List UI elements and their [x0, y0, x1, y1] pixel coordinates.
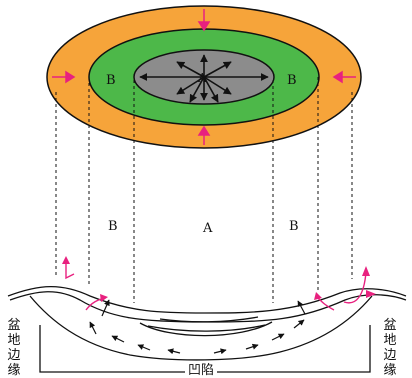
- depression-label: 凹陷: [185, 364, 218, 378]
- surface-arrowheads: [62, 256, 376, 302]
- ring-label-right: B: [287, 73, 297, 88]
- flow-arrows: [89, 299, 306, 355]
- ring-label-left: B: [106, 73, 116, 88]
- column-label-middle: A: [202, 221, 213, 236]
- radiating-arrows: [139, 54, 269, 103]
- column-label-left: B: [108, 219, 118, 234]
- inward-arrows: [52, 9, 356, 145]
- right-edge-label: 盆地边缘: [383, 318, 397, 378]
- left-edge-label: 盆地边缘: [7, 318, 21, 378]
- cross-section: [7, 285, 407, 361]
- center-label: A: [197, 71, 207, 85]
- surface-arrows: [65, 258, 367, 311]
- projection-lines: [55, 77, 353, 303]
- column-label-right: B: [289, 219, 299, 234]
